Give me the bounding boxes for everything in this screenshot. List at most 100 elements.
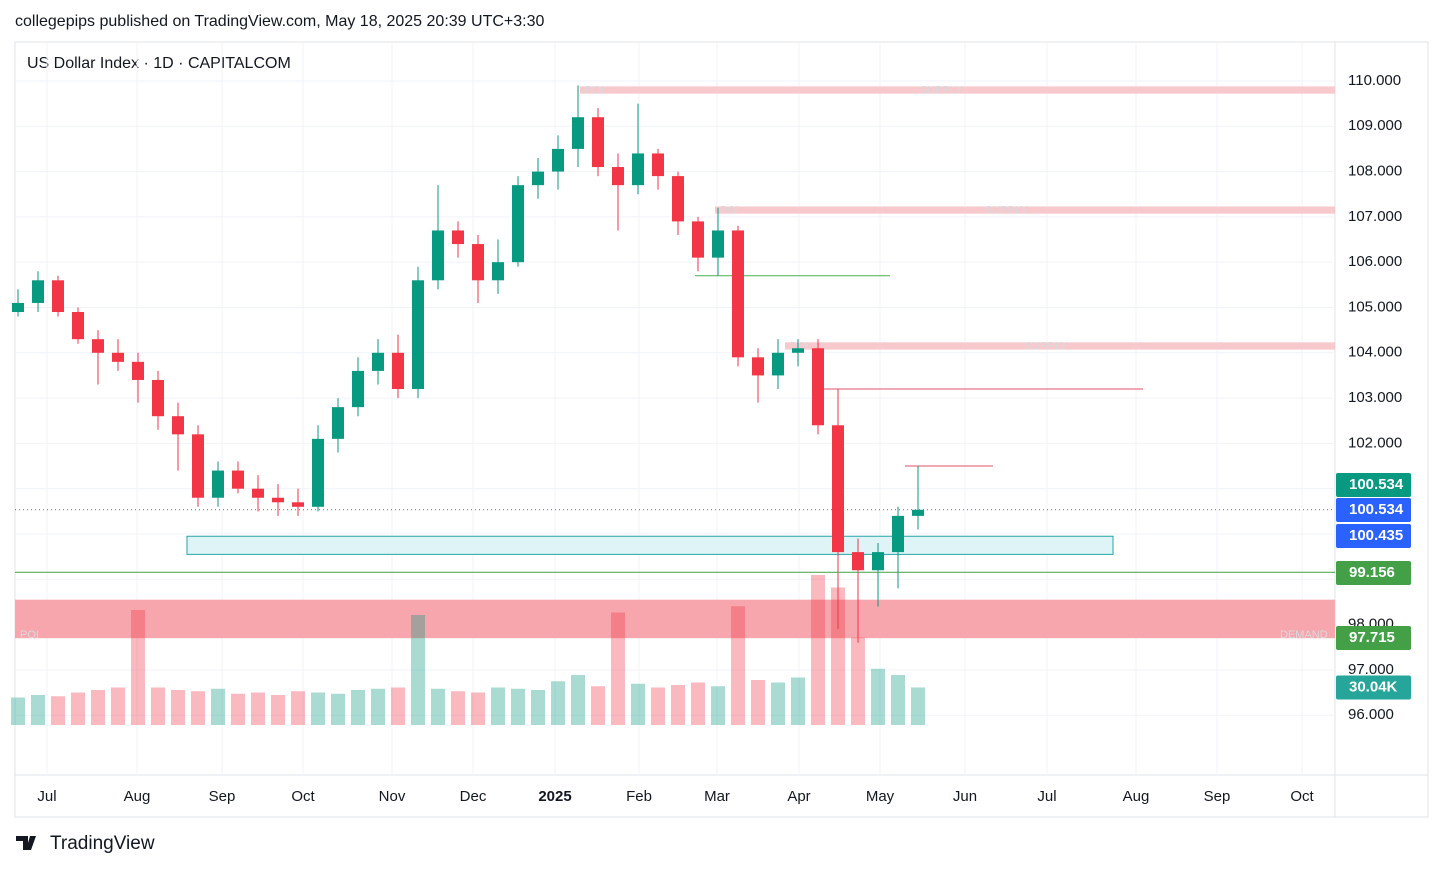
zone: [580, 86, 1335, 94]
volume-bar: [51, 696, 65, 725]
zone-label: POI: [720, 205, 739, 217]
volume-bar: [351, 690, 365, 725]
volume-bar: [191, 691, 205, 725]
candle-body: [172, 416, 184, 435]
volume-bar: [831, 587, 845, 725]
volume-bar: [331, 693, 345, 725]
volume-bar: [111, 687, 125, 725]
zone: [186, 535, 1114, 555]
publish-note: collegepips published on TradingView.com…: [15, 13, 544, 30]
candle-body: [72, 312, 84, 340]
volume-bar: [291, 691, 305, 725]
candle-body: [792, 348, 804, 353]
x-tick-label: Nov: [379, 788, 406, 805]
y-tick-label: 96.000: [1348, 706, 1394, 723]
candle-body: [92, 339, 104, 353]
volume-bar: [251, 692, 265, 725]
price-badge: [1336, 473, 1411, 497]
volume-bar: [771, 682, 785, 725]
zone: [15, 599, 1335, 639]
volume-bar: [551, 681, 565, 725]
zone-label: SUPPLY: [1025, 341, 1068, 353]
candle-body: [52, 280, 64, 313]
candle-body: [212, 470, 224, 498]
price-badge-label: 100.534: [1349, 501, 1404, 518]
price-badge: [1336, 498, 1411, 522]
x-tick-label: Oct: [1290, 788, 1314, 805]
volume-bar: [591, 686, 605, 725]
volume-bar: [451, 691, 465, 725]
candle-body: [572, 117, 584, 149]
volume-bar: [731, 606, 745, 725]
x-tick-label: May: [866, 788, 895, 805]
candle-body: [452, 230, 464, 245]
x-tick-label: Aug: [124, 788, 151, 805]
volume-bar: [791, 677, 805, 725]
volume-bar: [851, 637, 865, 725]
volume-bar: [71, 692, 85, 725]
x-tick-label: Feb: [626, 788, 652, 805]
candle-body: [612, 167, 624, 186]
volume-bar: [671, 685, 685, 725]
price-badge-label: 99.156: [1349, 564, 1395, 581]
volume-bar: [11, 697, 25, 725]
candle-body: [552, 148, 564, 172]
volume-bar: [811, 575, 825, 725]
candle-body: [352, 370, 364, 408]
candle-body: [132, 361, 144, 380]
candle-body: [632, 153, 644, 186]
candle-body: [812, 348, 824, 426]
zone: [715, 206, 1335, 214]
candle-body: [492, 262, 504, 281]
candle-body: [192, 434, 204, 498]
volume-bar: [651, 687, 665, 725]
y-tick-label: 105.000: [1348, 298, 1402, 315]
volume-bar: [511, 688, 525, 725]
zone-label: DEMAND: [1280, 629, 1328, 641]
candle-body: [832, 425, 844, 553]
volume-bar: [411, 615, 425, 725]
volume-bar: [91, 690, 105, 725]
price-badge: [1336, 524, 1411, 548]
price-badge-label: 100.534: [1349, 476, 1404, 493]
candle-body: [772, 352, 784, 376]
candle-body: [712, 230, 724, 258]
y-tick-label: 110.000: [1348, 72, 1401, 89]
volume-bar: [631, 683, 645, 725]
zone-label: POI: [585, 85, 604, 97]
brand: TradingView: [50, 833, 155, 854]
x-tick-label: Aug: [1123, 788, 1150, 805]
candle-body: [152, 379, 164, 417]
candle-body: [652, 153, 664, 177]
candle-body: [872, 552, 884, 571]
y-tick-label: 106.000: [1348, 253, 1402, 270]
volume-bar: [871, 668, 885, 725]
y-tick-label: 109.000: [1348, 117, 1402, 134]
candle-body: [12, 302, 24, 313]
candle-body: [472, 244, 484, 281]
volume-badge-label: 30.04K: [1349, 678, 1398, 695]
candle-body: [112, 352, 124, 362]
price-badge: [1336, 561, 1411, 585]
candle-body: [752, 357, 764, 376]
candle-body: [232, 470, 244, 489]
volume-bar: [531, 690, 545, 725]
volume-bar: [611, 612, 625, 725]
volume-bar: [911, 687, 925, 725]
candle-body: [412, 280, 424, 390]
candle-body: [852, 552, 864, 571]
volume-badge: [1336, 675, 1411, 700]
candle-body: [392, 352, 404, 390]
volume-bar: [571, 675, 585, 725]
volume-bar: [131, 610, 145, 725]
chart-title: US Dollar Index · 1D · CAPITALCOM: [27, 55, 291, 72]
candle-body: [512, 185, 524, 263]
y-tick-label: 108.000: [1348, 163, 1402, 180]
y-tick-label: 107.000: [1348, 208, 1402, 225]
volume-bar: [491, 687, 505, 725]
tv-logo: [16, 836, 36, 850]
volume-bar: [391, 687, 405, 725]
volume-bar: [371, 688, 385, 725]
candle-body: [312, 438, 324, 507]
volume-bar: [711, 686, 725, 725]
